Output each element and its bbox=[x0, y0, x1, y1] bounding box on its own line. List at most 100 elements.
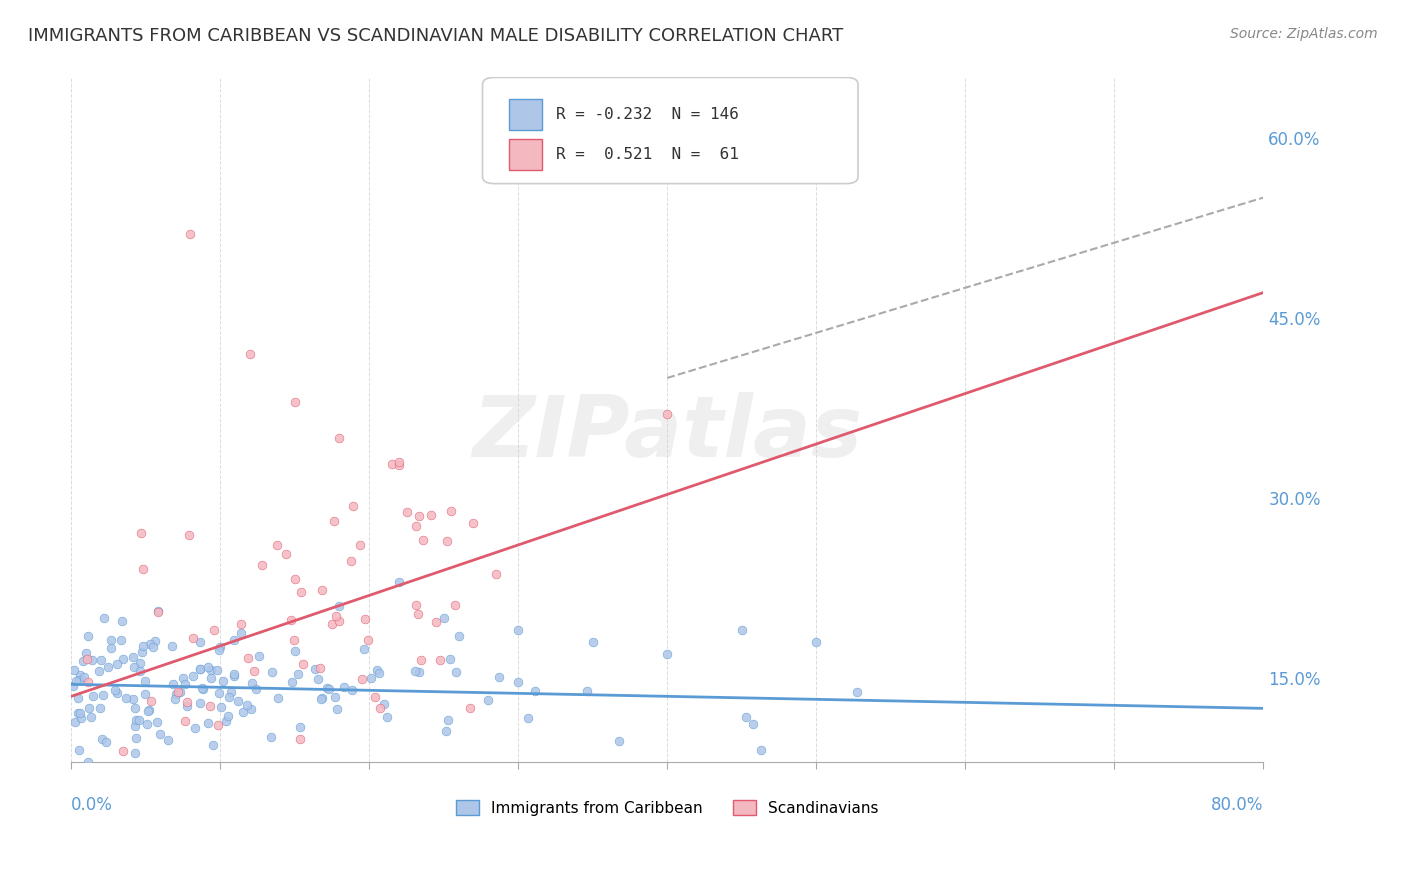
Point bbox=[181, 632, 204, 646]
Point bbox=[433, 611, 456, 625]
Point bbox=[125, 713, 148, 727]
Point bbox=[222, 669, 245, 683]
Point bbox=[239, 702, 262, 716]
Point bbox=[349, 538, 371, 552]
Point bbox=[325, 609, 347, 624]
Point bbox=[105, 686, 128, 700]
Point bbox=[188, 634, 211, 648]
Point bbox=[62, 679, 84, 693]
Point bbox=[243, 664, 266, 678]
Point bbox=[139, 637, 162, 651]
Point bbox=[436, 713, 458, 727]
Text: R = -0.232  N = 146: R = -0.232 N = 146 bbox=[557, 107, 740, 122]
Text: IMMIGRANTS FROM CARIBBEAN VS SCANDINAVIAN MALE DISABILITY CORRELATION CHART: IMMIGRANTS FROM CARIBBEAN VS SCANDINAVIA… bbox=[28, 27, 844, 45]
Point bbox=[412, 533, 434, 548]
Point bbox=[207, 718, 229, 732]
Point bbox=[411, 653, 433, 667]
Point bbox=[72, 654, 94, 668]
Point bbox=[125, 731, 148, 745]
Point bbox=[90, 766, 112, 780]
Point bbox=[183, 669, 205, 683]
Point bbox=[229, 626, 252, 640]
Point bbox=[288, 720, 311, 734]
Point bbox=[200, 671, 222, 685]
Point bbox=[173, 677, 195, 691]
Point bbox=[315, 681, 337, 696]
Point bbox=[128, 664, 150, 678]
Point bbox=[208, 643, 231, 657]
Point bbox=[197, 716, 219, 731]
Point bbox=[405, 519, 427, 533]
Point bbox=[516, 711, 538, 725]
Point bbox=[208, 686, 231, 700]
Text: ZIPatlas: ZIPatlas bbox=[472, 392, 862, 475]
Point bbox=[198, 698, 221, 713]
Point bbox=[229, 617, 252, 632]
Point bbox=[76, 652, 98, 666]
Point bbox=[93, 611, 115, 625]
Point bbox=[260, 730, 283, 744]
Point bbox=[225, 780, 247, 795]
Point bbox=[328, 614, 350, 628]
Point bbox=[80, 653, 103, 667]
Point bbox=[731, 624, 754, 638]
Point bbox=[806, 635, 828, 649]
Point bbox=[340, 554, 363, 568]
Point bbox=[461, 516, 484, 531]
Point bbox=[321, 616, 343, 631]
Point bbox=[741, 717, 763, 731]
Point bbox=[408, 665, 430, 680]
Point bbox=[97, 659, 120, 673]
Point bbox=[609, 734, 631, 748]
Point bbox=[67, 690, 90, 705]
Point bbox=[76, 675, 98, 690]
Point bbox=[449, 629, 471, 643]
Point bbox=[124, 719, 146, 733]
Point bbox=[488, 670, 510, 684]
Point bbox=[169, 685, 191, 699]
Point bbox=[506, 675, 529, 690]
Point bbox=[202, 624, 225, 638]
Point bbox=[69, 706, 91, 720]
Point bbox=[104, 682, 127, 697]
Point bbox=[287, 666, 309, 681]
Point bbox=[284, 573, 307, 587]
Point bbox=[76, 629, 98, 643]
Point bbox=[141, 694, 163, 708]
Point bbox=[177, 528, 200, 542]
FancyBboxPatch shape bbox=[509, 139, 543, 169]
Point bbox=[87, 664, 110, 678]
Point bbox=[576, 683, 599, 698]
Point bbox=[284, 643, 307, 657]
Point bbox=[131, 645, 153, 659]
Text: 80.0%: 80.0% bbox=[1211, 797, 1264, 814]
Point bbox=[132, 640, 155, 654]
Point bbox=[143, 633, 166, 648]
Point bbox=[443, 598, 465, 612]
Point bbox=[405, 598, 427, 612]
Point bbox=[156, 732, 179, 747]
Point bbox=[425, 615, 447, 630]
Point bbox=[162, 677, 184, 691]
Point bbox=[340, 682, 363, 697]
Point bbox=[352, 672, 374, 686]
Point bbox=[260, 665, 283, 679]
Point bbox=[219, 684, 242, 698]
Point bbox=[93, 688, 115, 702]
Point bbox=[735, 710, 758, 724]
Point bbox=[364, 690, 387, 704]
Point bbox=[146, 714, 169, 729]
Point bbox=[373, 698, 395, 712]
Point bbox=[77, 755, 100, 769]
Point bbox=[165, 691, 187, 706]
Point bbox=[224, 633, 246, 648]
Point bbox=[388, 458, 411, 472]
Point bbox=[129, 525, 152, 540]
Point bbox=[247, 649, 270, 664]
Point bbox=[388, 575, 411, 590]
Point bbox=[191, 681, 214, 696]
Point bbox=[250, 558, 273, 572]
Point bbox=[122, 691, 145, 706]
Point bbox=[111, 615, 134, 629]
Point bbox=[214, 714, 236, 729]
